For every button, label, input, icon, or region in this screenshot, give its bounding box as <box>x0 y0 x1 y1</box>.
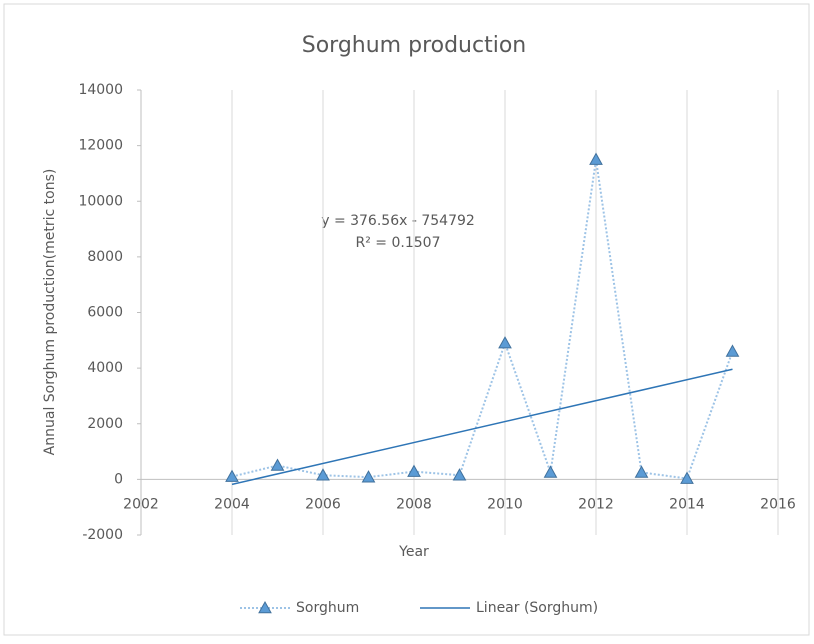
y-axis-label: Annual Sorghum production(metric tons) <box>42 169 58 456</box>
y-tick-label: -2000 <box>82 527 123 543</box>
trend-r2: R² = 0.1507 <box>356 235 441 251</box>
series-line <box>231 159 734 480</box>
y-tick-label: 4000 <box>87 360 123 376</box>
marker <box>316 468 330 481</box>
x-tick-label: 2008 <box>396 496 432 512</box>
marker <box>680 471 694 484</box>
marker <box>589 152 603 165</box>
y-tick-label: 0 <box>114 471 123 487</box>
trend-line <box>231 368 733 486</box>
y-tick-label: 2000 <box>87 416 123 432</box>
legend-marker <box>258 600 272 614</box>
y-tick-label: 6000 <box>87 305 123 321</box>
marker <box>543 465 558 478</box>
y-tick-label: 10000 <box>78 193 123 209</box>
x-tick-label: 2004 <box>214 496 250 512</box>
y-tick-label: 12000 <box>78 138 123 154</box>
x-axis-label: Year <box>398 544 429 560</box>
x-tick-label: 2014 <box>669 496 705 512</box>
marker <box>225 469 239 482</box>
y-tick-label: 8000 <box>87 249 123 265</box>
legend-label: Sorghum <box>296 600 359 616</box>
chart-title: Sorghum production <box>302 33 527 58</box>
marker <box>407 464 421 477</box>
legend-label: Linear (Sorghum) <box>476 600 598 616</box>
y-tick-label: 14000 <box>78 82 123 98</box>
x-tick-label: 2012 <box>578 496 614 512</box>
marker <box>452 468 467 481</box>
x-tick-label: 2016 <box>760 496 796 512</box>
marker <box>361 470 376 483</box>
marker <box>270 458 285 471</box>
marker <box>498 336 512 349</box>
marker <box>725 344 740 357</box>
chart-frame <box>3 3 810 636</box>
marker <box>634 465 649 478</box>
x-tick-label: 2010 <box>487 496 523 512</box>
x-tick-label: 2006 <box>305 496 341 512</box>
trend-equation: y = 376.56x - 754792 <box>321 213 475 229</box>
